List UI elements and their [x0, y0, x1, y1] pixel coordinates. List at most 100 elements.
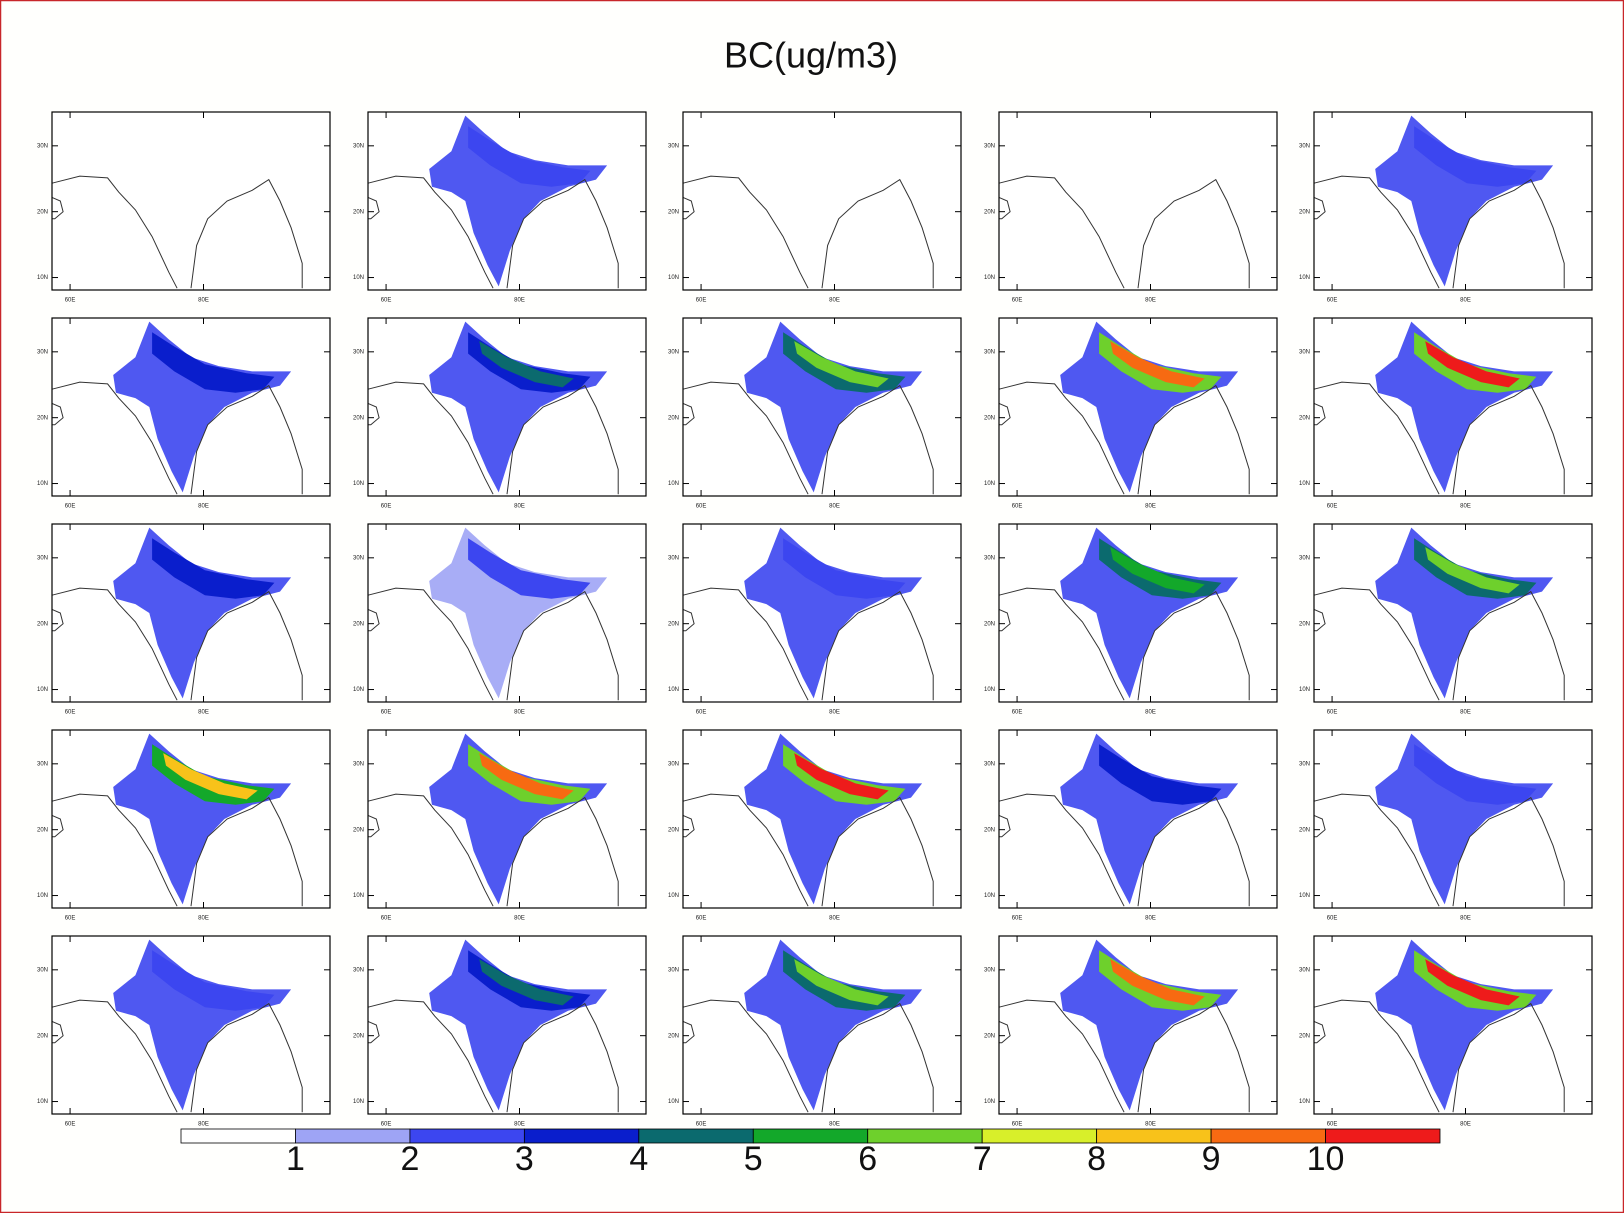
- map-panel: 30N 20N 10N 60E 80E: [1299, 523, 1593, 716]
- lat-label: 30N: [1299, 761, 1310, 767]
- coastline: [998, 402, 1011, 426]
- concentration-area: [479, 341, 574, 388]
- colorbar-box: [523, 1128, 640, 1144]
- concentration-area: [1375, 939, 1554, 1111]
- colorbar-box: [295, 1128, 411, 1144]
- coastline: [998, 814, 1011, 838]
- map-panel: 30N 20N 10N 60E 80E: [1299, 317, 1593, 510]
- panel-frame: [51, 729, 331, 909]
- coastline: [998, 587, 1125, 701]
- concentration-area: [1110, 959, 1205, 1006]
- lon-label: 80E: [1460, 298, 1471, 304]
- lon-label: 60E: [1012, 298, 1023, 304]
- concentration-area: [1414, 126, 1537, 187]
- coastline: [682, 793, 809, 907]
- concentration-area: [152, 950, 275, 1011]
- map-panel: 30N 20N 10N 60E 80E: [984, 317, 1278, 510]
- concentration-area: [1060, 939, 1239, 1111]
- colorbar-label: 6: [858, 1140, 877, 1178]
- coastline: [682, 587, 809, 701]
- lat-label: 30N: [353, 967, 364, 973]
- panel-frame: [367, 729, 647, 909]
- colorbar-box: [867, 1128, 983, 1144]
- lat-label: 20N: [37, 621, 48, 627]
- panel-bg: [683, 112, 961, 290]
- coastline: [190, 384, 303, 495]
- panel-frame: [682, 729, 962, 909]
- lon-label: 60E: [696, 504, 707, 510]
- coastline: [682, 814, 695, 838]
- lat-label: 20N: [353, 209, 364, 215]
- lon-label: 80E: [829, 710, 840, 716]
- concentration-area: [429, 115, 608, 287]
- lat-label: 30N: [353, 761, 364, 767]
- coastline: [1452, 178, 1565, 289]
- lat-label: 30N: [668, 967, 679, 973]
- lat-label: 30N: [1299, 555, 1310, 561]
- map-panel: 30N 20N 10N 60E 80E: [984, 111, 1278, 304]
- coastline: [1452, 384, 1565, 495]
- coastline: [1313, 381, 1440, 495]
- lon-label: 80E: [198, 504, 209, 510]
- concentration-area: [479, 753, 574, 800]
- concentration-area: [744, 939, 923, 1111]
- map-panel: 30N 20N 10N 60E 80E: [353, 935, 647, 1128]
- lon-label: 80E: [829, 916, 840, 922]
- concentration-area: [163, 753, 258, 800]
- lat-label: 10N: [668, 481, 679, 487]
- colorbar-box: [981, 1128, 1098, 1144]
- coastline: [1137, 178, 1250, 289]
- panel-frame: [367, 111, 647, 291]
- lat-label: 10N: [37, 687, 48, 693]
- concentration-area: [1375, 321, 1554, 493]
- panel-frame: [51, 317, 331, 497]
- panel-frame: [367, 317, 647, 497]
- colorbar-label: 3: [515, 1140, 534, 1178]
- coastline: [1137, 1002, 1250, 1113]
- map-panel: 30N 20N 10N 60E 80E: [353, 729, 647, 922]
- colorbar-box: [1325, 1128, 1441, 1144]
- coastline: [506, 384, 619, 495]
- colorbar-box: [409, 1128, 525, 1144]
- lat-label: 10N: [353, 687, 364, 693]
- coastline: [682, 1020, 695, 1044]
- lon-label: 60E: [1012, 1122, 1023, 1128]
- lon-label: 60E: [1327, 298, 1338, 304]
- coastline: [367, 793, 494, 907]
- panel-frame: [1313, 523, 1593, 703]
- map-panel: 30N 20N 10N 60E 80E: [37, 729, 331, 922]
- concentration-area: [744, 321, 923, 493]
- lon-label: 60E: [65, 710, 76, 716]
- map-panel: 30N 20N 10N 60E 80E: [37, 935, 331, 1128]
- coastline: [51, 587, 178, 701]
- concentration-area: [113, 527, 292, 699]
- coastline: [51, 196, 64, 220]
- lat-label: 30N: [668, 761, 679, 767]
- coastline: [367, 175, 494, 289]
- map-panel: 30N 20N 10N 60E 80E: [984, 523, 1278, 716]
- panel-frame: [682, 935, 962, 1115]
- map-panel: 30N 20N 10N 60E 80E: [37, 317, 331, 510]
- lat-label: 10N: [984, 687, 995, 693]
- lat-label: 30N: [353, 143, 364, 149]
- panel-frame: [682, 523, 962, 703]
- lon-label: 80E: [514, 916, 525, 922]
- map-panel: 30N 20N 10N 60E 80E: [353, 111, 647, 304]
- lon-label: 80E: [514, 504, 525, 510]
- colorbar-label: 1: [286, 1140, 305, 1178]
- map-panel: 30N 20N 10N 60E 80E: [668, 729, 962, 922]
- panel-frame: [998, 317, 1278, 497]
- lat-label: 30N: [37, 349, 48, 355]
- coastline: [1452, 590, 1565, 701]
- lat-label: 20N: [668, 415, 679, 421]
- map-panel: 30N 20N 10N 60E 80E: [668, 111, 962, 304]
- coastline: [1137, 384, 1250, 495]
- coastline: [821, 796, 934, 907]
- lat-label: 30N: [1299, 349, 1310, 355]
- lat-label: 20N: [37, 827, 48, 833]
- lon-label: 60E: [1327, 916, 1338, 922]
- lon-label: 80E: [1145, 710, 1156, 716]
- lon-label: 80E: [1145, 1122, 1156, 1128]
- lon-label: 60E: [381, 1122, 392, 1128]
- colorbar-box: [752, 1128, 869, 1144]
